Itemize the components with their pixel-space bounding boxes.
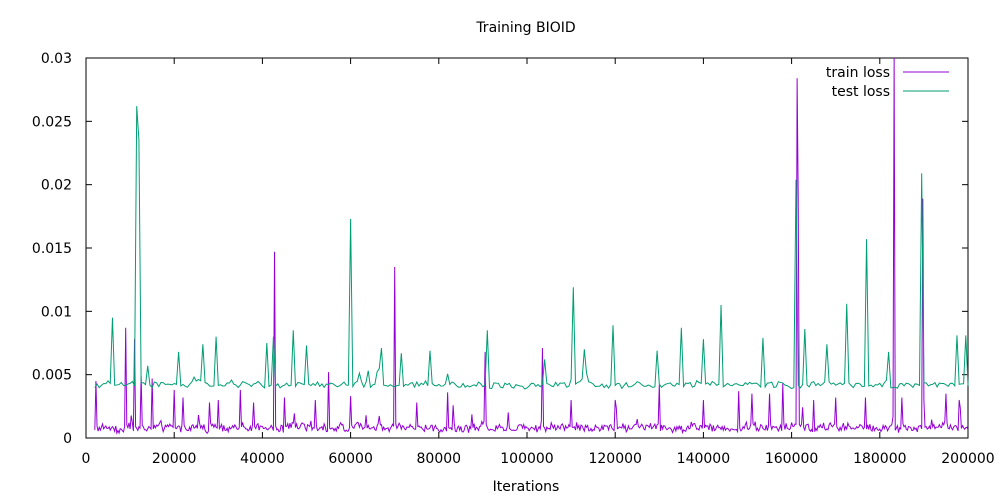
- x-tick-label: 80000: [417, 451, 462, 467]
- legend-label: test loss: [832, 84, 890, 100]
- chart-title: Training BIOID: [475, 20, 575, 36]
- y-tick-label: 0.005: [32, 368, 72, 384]
- y-tick-label: 0.02: [41, 178, 72, 194]
- x-tick-label: 0: [82, 451, 91, 467]
- y-tick-label: 0.03: [41, 51, 72, 67]
- series-line-test-loss: [94, 106, 969, 390]
- x-tick-label: 140000: [677, 451, 730, 467]
- series-line-train-loss: [94, 57, 969, 435]
- series-layer: [94, 57, 969, 435]
- x-tick-label: 160000: [765, 451, 818, 467]
- x-tick-label: 20000: [152, 451, 197, 467]
- legend: train loss test loss: [826, 65, 949, 100]
- y-tick-label: 0.01: [41, 304, 72, 320]
- x-tick-label: 200000: [941, 451, 994, 467]
- y-tick-label: 0: [63, 431, 72, 447]
- legend-label: train loss: [826, 65, 890, 81]
- x-tick-label: 40000: [240, 451, 285, 467]
- x-tick-label: 180000: [853, 451, 906, 467]
- x-tick-label: 60000: [328, 451, 373, 467]
- y-axis: 0 0.005 0.01 0.015 0.02 0.025 0.03: [32, 51, 968, 447]
- x-tick-label: 100000: [500, 451, 553, 467]
- y-tick-label: 0.015: [32, 241, 72, 257]
- x-tick-label: 120000: [588, 451, 641, 467]
- x-axis-label: Iterations: [493, 479, 560, 495]
- y-tick-label: 0.025: [32, 114, 72, 130]
- x-axis: 0 20000 40000 60000 80000 100000 120000 140000 1…: [82, 58, 995, 467]
